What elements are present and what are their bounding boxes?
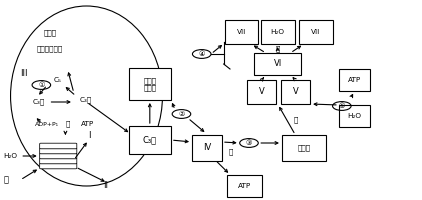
Text: 蛋白质: 蛋白质 [43,30,57,36]
Text: 丙酮酸: 丙酮酸 [297,145,311,151]
Text: ④: ④ [198,51,205,57]
Text: VII: VII [237,29,246,35]
Text: ATP: ATP [81,121,94,127]
Text: H₂O: H₂O [271,29,285,35]
FancyBboxPatch shape [40,158,77,164]
Text: V: V [259,88,265,97]
Bar [261,20,295,44]
Text: ⑤: ⑤ [338,103,345,109]
Bar [338,105,371,127]
Text: ③: ③ [246,140,252,146]
Text: C₃糖: C₃糖 [79,97,92,103]
Text: H₂O: H₂O [347,113,362,119]
Text: 酶: 酶 [276,46,280,52]
Text: II: II [103,182,108,190]
FancyBboxPatch shape [40,153,77,159]
Text: ATP: ATP [348,77,361,83]
Text: 酶: 酶 [229,149,233,155]
FancyBboxPatch shape [40,148,77,154]
FancyBboxPatch shape [40,143,77,149]
Text: ①: ① [38,82,45,88]
Bar [247,80,276,104]
Bar [129,68,171,100]
Text: 酶: 酶 [65,121,70,127]
Bar [299,20,333,44]
Text: H₂O: H₂O [3,153,17,159]
Text: C₃酸: C₃酸 [33,99,45,105]
Bar [129,126,171,154]
Text: ADP+P₁: ADP+P₁ [35,121,59,127]
Text: 光: 光 [3,176,8,184]
Bar [338,69,371,91]
Bar [281,80,310,104]
Text: 二糖、
多糖等: 二糖、 多糖等 [143,77,157,91]
Text: V: V [292,88,298,97]
Bar [282,135,326,161]
Bar [192,135,222,161]
Ellipse shape [11,6,162,186]
Text: III: III [20,70,28,78]
Text: C₃糖: C₃糖 [143,136,157,144]
Text: VII: VII [311,29,320,35]
Bar [225,20,258,44]
Text: I: I [89,132,91,140]
Bar [254,53,301,75]
Text: C₅: C₅ [54,77,62,83]
FancyBboxPatch shape [40,163,77,169]
Text: 淀粉、脂肪、: 淀粉、脂肪、 [37,46,63,52]
Text: 酶: 酶 [293,117,298,123]
Bar [227,175,262,197]
Text: ATP: ATP [238,183,252,189]
Text: IV: IV [203,144,211,152]
Text: VI: VI [273,60,282,68]
Text: ②: ② [178,111,185,117]
